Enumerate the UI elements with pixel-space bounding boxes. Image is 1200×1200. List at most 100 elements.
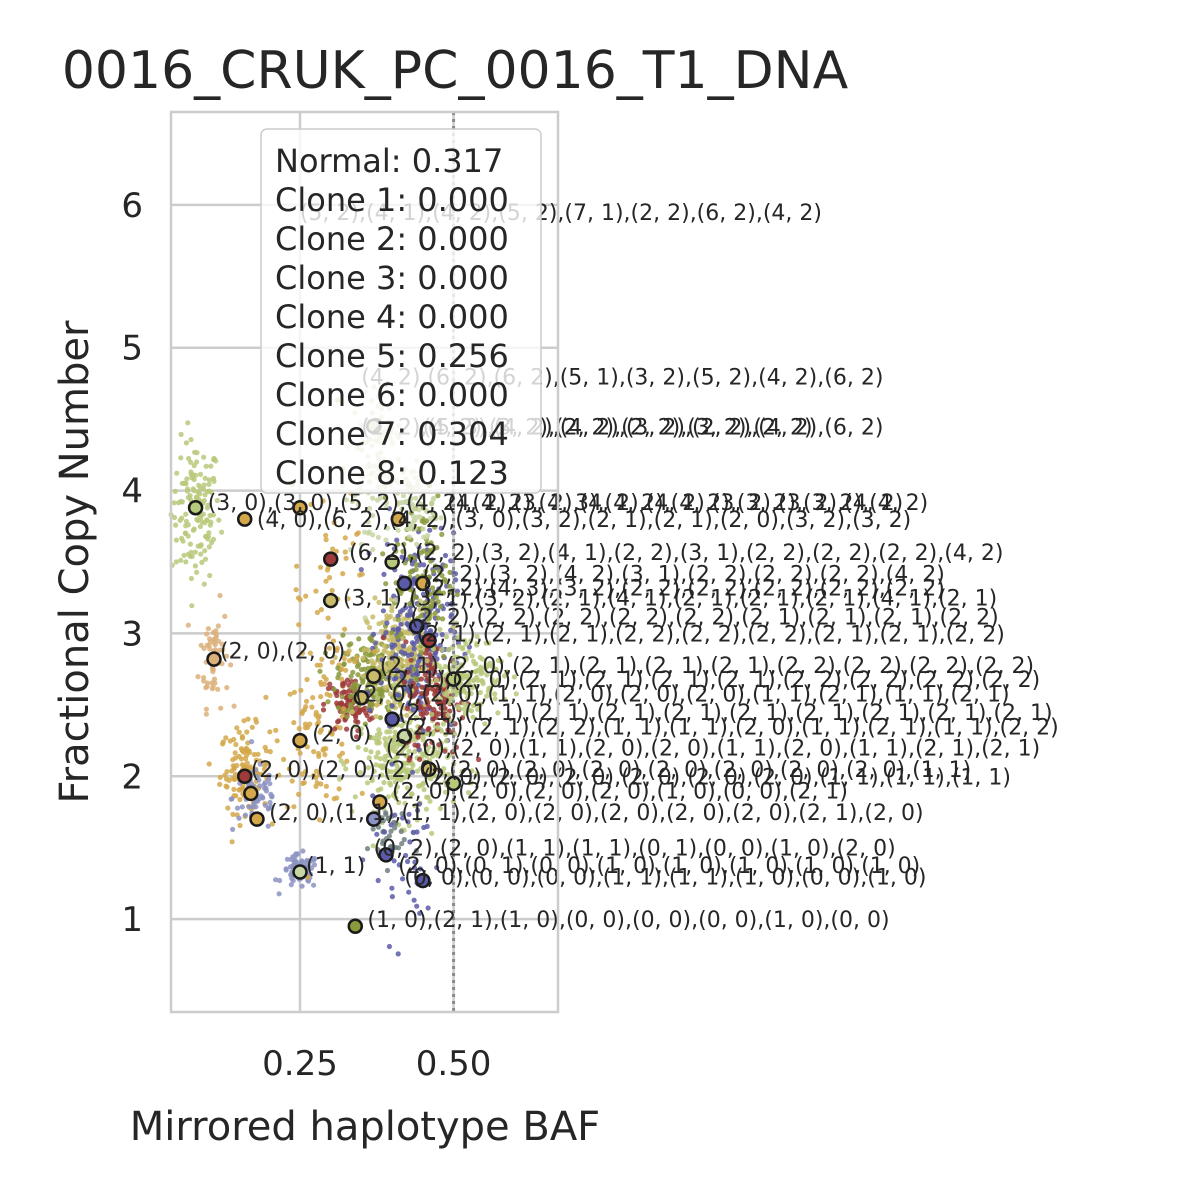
data-point <box>206 761 212 767</box>
data-point <box>171 514 178 521</box>
data-point <box>291 858 297 865</box>
data-point <box>447 569 453 576</box>
data-point <box>417 756 423 763</box>
data-point <box>419 684 425 690</box>
data-point <box>244 760 250 766</box>
data-point <box>318 781 324 787</box>
data-point <box>371 768 377 774</box>
data-point <box>336 705 342 711</box>
data-point <box>230 826 236 833</box>
data-point <box>345 650 351 656</box>
data-point <box>364 846 371 852</box>
data-point <box>461 701 467 707</box>
data-point <box>370 826 376 832</box>
data-point <box>353 718 359 724</box>
chart-title: 0016_CRUK_PC_0016_T1_DNA <box>62 41 849 101</box>
data-point <box>417 783 423 789</box>
x-axis-label: Mirrored haplotype BAF <box>130 1104 600 1150</box>
data-point <box>439 672 445 678</box>
data-point <box>394 740 400 746</box>
data-point <box>210 475 217 481</box>
data-point <box>411 641 417 647</box>
data-point <box>468 780 474 786</box>
data-point <box>389 630 395 636</box>
data-point <box>308 501 314 508</box>
data-point <box>354 663 361 670</box>
data-point <box>317 817 323 823</box>
data-point <box>407 608 413 614</box>
data-point <box>461 706 467 712</box>
data-point <box>413 848 419 854</box>
data-point <box>437 805 443 812</box>
data-point <box>289 875 295 882</box>
data-point <box>203 685 209 691</box>
data-point <box>302 721 309 727</box>
data-point <box>410 762 416 769</box>
data-point <box>383 500 389 506</box>
data-point <box>362 651 368 657</box>
data-point <box>189 553 195 560</box>
data-point <box>424 731 430 737</box>
data-point <box>414 829 420 835</box>
data-point <box>475 702 482 708</box>
axis-ticks: 0.25 0.50 1 2 3 4 5 6 <box>121 186 491 1084</box>
data-point <box>187 541 193 547</box>
data-point <box>435 615 441 621</box>
data-point <box>380 840 386 847</box>
data-point <box>364 780 371 786</box>
data-point <box>424 658 430 664</box>
data-point <box>321 746 327 752</box>
data-point <box>304 744 310 750</box>
data-point <box>395 659 402 665</box>
clone-point <box>384 711 400 727</box>
data-point <box>389 744 395 750</box>
data-point <box>469 768 475 774</box>
data-point <box>265 823 271 829</box>
clone-point <box>292 499 308 516</box>
data-point <box>300 848 306 854</box>
data-point <box>383 537 389 543</box>
data-point <box>439 572 445 579</box>
data-point <box>403 852 409 859</box>
copy-number-label: (2, 0),(2, 0),(1, 1),(2, 0),(2, 0),(2, 0… <box>355 682 1009 707</box>
data-point <box>251 751 257 758</box>
data-point <box>179 515 185 521</box>
data-point <box>230 811 236 818</box>
data-point <box>179 535 185 541</box>
data-point <box>208 489 215 495</box>
data-point <box>209 686 215 692</box>
data-point <box>412 526 418 532</box>
data-point <box>323 676 329 682</box>
data-point <box>432 610 438 616</box>
data-point <box>432 524 438 530</box>
data-point <box>188 575 194 582</box>
data-point <box>502 696 508 703</box>
data-point <box>446 727 452 733</box>
data-point <box>387 780 393 786</box>
data-point <box>374 497 380 503</box>
clone-point <box>206 651 222 667</box>
data-point <box>424 541 430 547</box>
data-point <box>405 661 411 667</box>
data-point <box>446 700 452 706</box>
data-point <box>287 691 293 697</box>
data-point <box>208 519 214 525</box>
data-point <box>443 634 450 640</box>
data-point <box>267 799 273 806</box>
data-point <box>290 854 296 860</box>
data-point <box>389 761 395 767</box>
data-point <box>322 681 328 687</box>
data-point <box>296 622 302 628</box>
data-point <box>344 726 350 732</box>
data-point <box>442 663 448 670</box>
data-point <box>355 501 361 508</box>
clone-point <box>347 918 364 935</box>
data-point <box>442 748 448 754</box>
data-point <box>358 567 364 573</box>
data-point <box>447 708 453 714</box>
data-point <box>436 663 442 669</box>
data-point <box>203 463 209 469</box>
data-point <box>442 789 448 795</box>
data-point <box>395 541 401 547</box>
data-point <box>421 562 427 568</box>
